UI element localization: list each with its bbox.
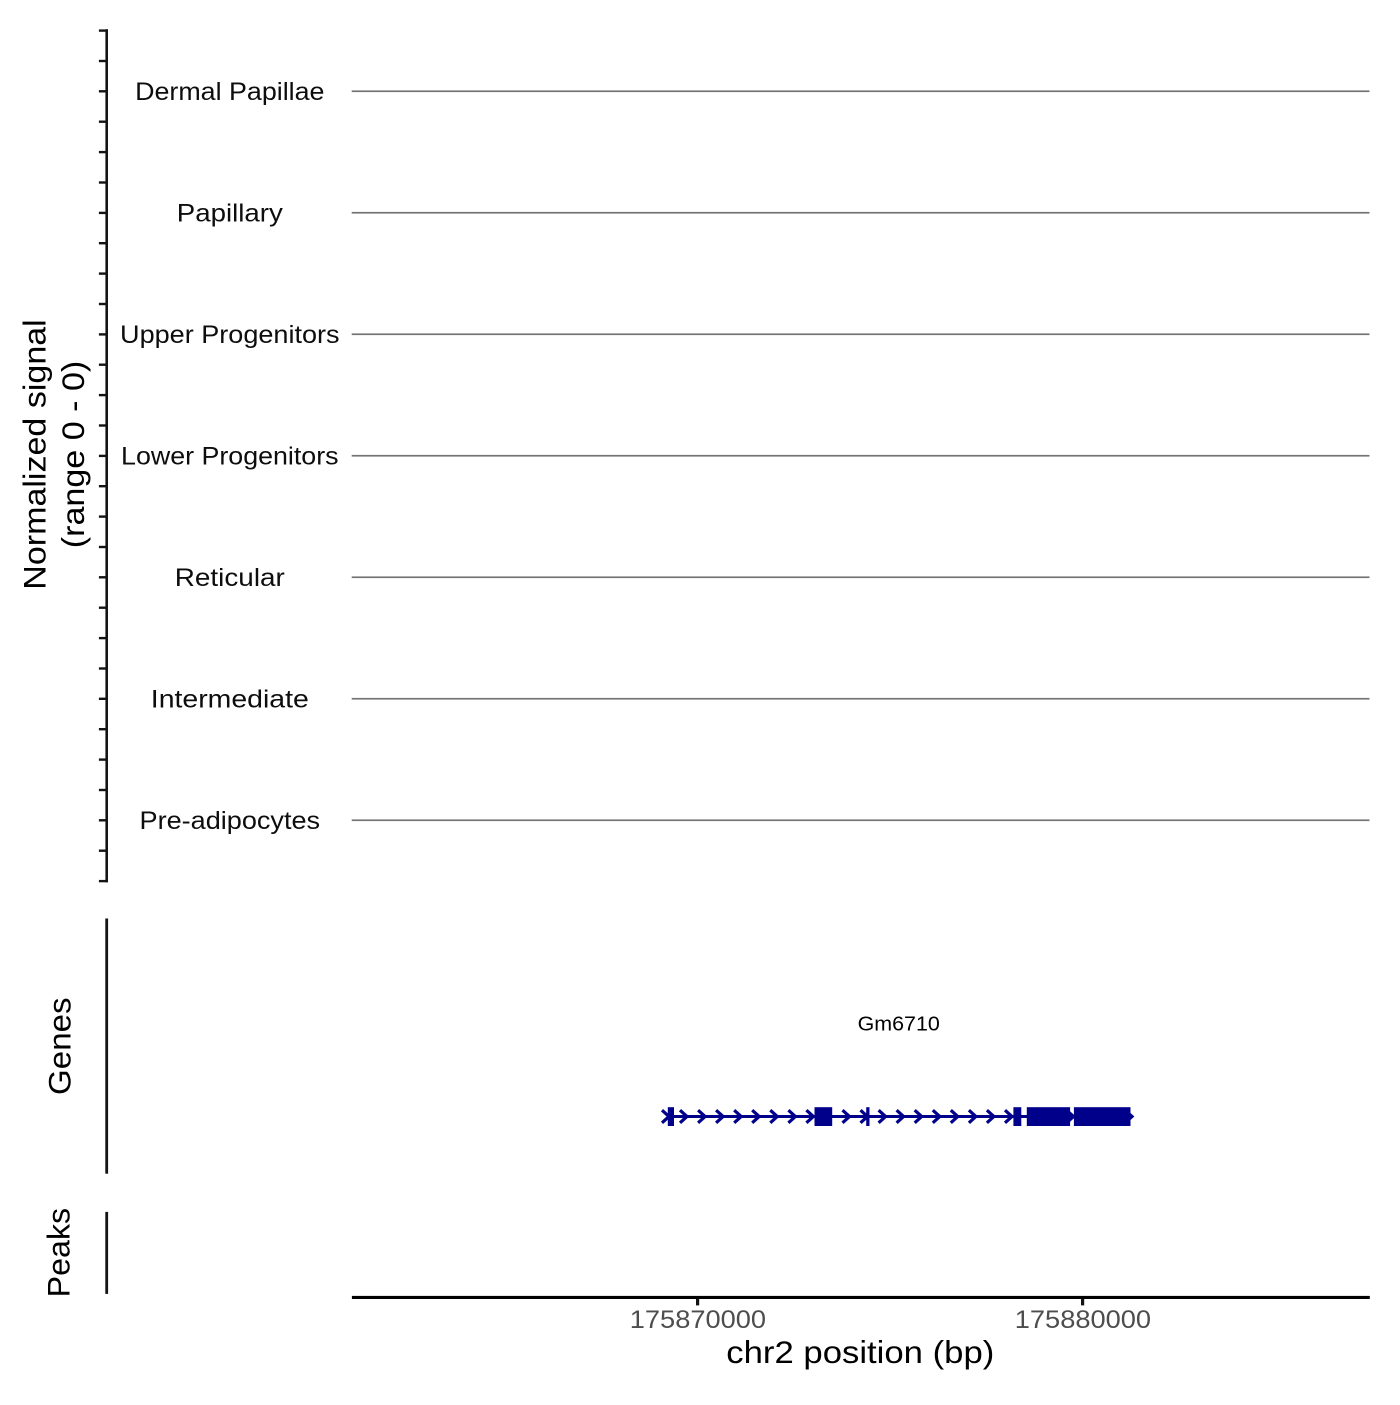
svg-text:Upper Progenitors: Upper Progenitors (120, 321, 340, 349)
svg-text:Gm6710: Gm6710 (858, 1013, 940, 1035)
svg-text:175880000: 175880000 (1015, 1306, 1151, 1334)
svg-text:Genes: Genes (42, 997, 78, 1095)
svg-text:Lower Progenitors: Lower Progenitors (121, 442, 339, 470)
svg-text:Intermediate: Intermediate (151, 685, 309, 713)
svg-text:(range 0 - 0): (range 0 - 0) (55, 361, 91, 549)
svg-text:Normalized signal: Normalized signal (16, 319, 52, 590)
svg-text:Dermal Papillae: Dermal Papillae (135, 78, 324, 106)
svg-text:chr2 position (bp): chr2 position (bp) (726, 1334, 994, 1370)
svg-text:Papillary: Papillary (177, 199, 283, 227)
svg-text:Peaks: Peaks (41, 1208, 77, 1298)
svg-text:Pre-adipocytes: Pre-adipocytes (140, 807, 321, 835)
svg-text:Reticular: Reticular (175, 564, 286, 592)
svg-text:175870000: 175870000 (630, 1306, 766, 1334)
